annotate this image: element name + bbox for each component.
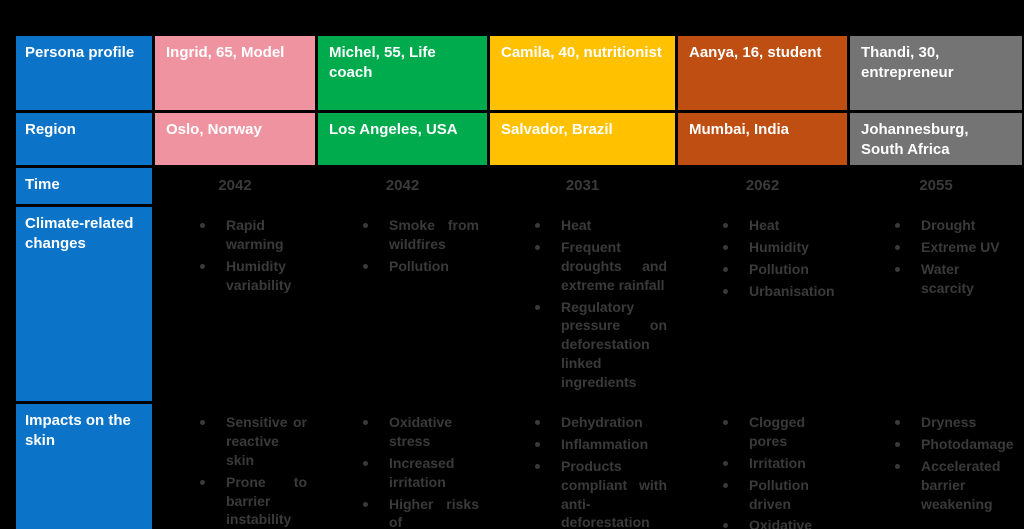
bullet-item: Rapid warming xyxy=(197,216,307,254)
time-cell-thandi: 2055 xyxy=(847,165,1024,207)
row-label-climate-changes: Climate-related changes xyxy=(13,204,155,404)
row-persona-profile: Persona profile Ingrid, 65, Model Michel… xyxy=(13,33,1024,113)
time-cell-ingrid: 2042 xyxy=(152,165,318,207)
climate-cell-michel: Smoke from wildfires Pollution xyxy=(315,204,490,404)
climate-list-thandi: Drought Extreme UV Water scarcity xyxy=(850,216,1022,298)
bullet-item: Clogged pores xyxy=(720,413,839,451)
bullet-item: Humidity xyxy=(720,238,839,257)
impacts-list-michel: Oxidative stress Increased irritation High… xyxy=(318,413,487,529)
climate-cell-aanya: Heat Humidity Pollution Urbanisation xyxy=(675,204,850,404)
bullet-item: Prone to barrier instability xyxy=(197,473,307,529)
bullet-item: Pollution xyxy=(720,260,839,279)
impacts-cell-michel: Oxidative stress Increased irritation High… xyxy=(315,401,490,529)
row-label-time: Time xyxy=(13,165,155,207)
bullet-item: Heat xyxy=(720,216,839,235)
time-cell-michel: 2042 xyxy=(315,165,490,207)
bullet-item: Dryness xyxy=(892,413,1014,432)
impacts-list-camila: Dehydration Inflammation Products complian… xyxy=(490,413,675,529)
impacts-list-aanya: Clogged pores Irritation Pollution driven O… xyxy=(678,413,847,529)
region-cell-salvador: Salvador, Brazil xyxy=(487,110,678,168)
bullet-item: Heat xyxy=(532,216,667,235)
climate-list-camila: Heat Frequent droughts and extreme rainfa… xyxy=(490,216,675,392)
bullet-item: Pollution driven xyxy=(720,476,839,514)
persona-cell-aanya: Aanya, 16, student xyxy=(675,33,850,113)
impacts-cell-thandi: Dryness Photodamage Accelerated barrier we… xyxy=(847,401,1024,529)
impacts-cell-camila: Dehydration Inflammation Products complian… xyxy=(487,401,678,529)
climate-list-michel: Smoke from wildfires Pollution xyxy=(318,216,487,276)
climate-cell-camila: Heat Frequent droughts and extreme rainfa… xyxy=(487,204,678,404)
region-cell-los-angeles: Los Angeles, USA xyxy=(315,110,490,168)
region-cell-oslo: Oslo, Norway xyxy=(152,110,318,168)
persona-cell-thandi: Thandi, 30, entrepreneur xyxy=(847,33,1024,113)
row-skin-impacts: Impacts on the skin Sensitive or reactiv… xyxy=(13,401,1024,529)
bullet-item: Smoke from wildfires xyxy=(360,216,479,254)
row-label-skin-impacts: Impacts on the skin xyxy=(13,401,155,529)
bullet-item: Dehydration xyxy=(532,413,667,432)
bullet-item: Regulatory pressure on deforestation lin… xyxy=(532,298,667,392)
impacts-cell-aanya: Clogged pores Irritation Pollution driven O… xyxy=(675,401,850,529)
persona-cell-camila: Camila, 40, nutritionist xyxy=(487,33,678,113)
bullet-item: Products compliant with anti-deforestati… xyxy=(532,457,667,529)
impacts-cell-ingrid: Sensitive or reactive skin Prone to barri… xyxy=(152,401,318,529)
impacts-list-thandi: Dryness Photodamage Accelerated barrier we… xyxy=(850,413,1022,513)
bullet-item: Sensitive or reactive skin xyxy=(197,413,307,470)
bullet-item: Irritation xyxy=(720,454,839,473)
bullet-item: Photodamage xyxy=(892,435,1014,454)
impacts-list-ingrid: Sensitive or reactive skin Prone to barri… xyxy=(155,413,315,529)
bullet-item: Urbanisation xyxy=(720,282,839,301)
row-climate-changes: Climate-related changes Rapid warming Hum… xyxy=(13,204,1024,404)
region-cell-johannesburg: Johannesburg, South Africa xyxy=(847,110,1024,168)
persona-cell-ingrid: Ingrid, 65, Model xyxy=(152,33,318,113)
row-region: Region Oslo, Norway Los Angeles, USA Sal… xyxy=(13,110,1024,168)
bullet-item: Oxidative stress xyxy=(360,413,479,451)
time-cell-camila: 2031 xyxy=(487,165,678,207)
bullet-item: Extreme UV xyxy=(892,238,1014,257)
time-cell-aanya: 2062 xyxy=(675,165,850,207)
bullet-item: Oxidative stress xyxy=(720,516,839,529)
climate-list-aanya: Heat Humidity Pollution Urbanisation xyxy=(678,216,847,301)
bullet-item: Higher risks of inflammatory flareups xyxy=(360,495,479,529)
bullet-item: Increased irritation xyxy=(360,454,479,492)
bullet-item: Pollution xyxy=(360,257,479,276)
region-cell-mumbai: Mumbai, India xyxy=(675,110,850,168)
climate-list-ingrid: Rapid warming Humidity variability xyxy=(155,216,315,295)
bullet-item: Humidity variability xyxy=(197,257,307,295)
row-time: Time 2042 2042 2031 2062 2055 xyxy=(13,165,1024,207)
bullet-item: Water scarcity xyxy=(892,260,1014,298)
bullet-item: Drought xyxy=(892,216,1014,235)
bullet-item: Inflammation xyxy=(532,435,667,454)
persona-comparison-table: Persona profile Ingrid, 65, Model Michel… xyxy=(13,33,1024,529)
row-label-region: Region xyxy=(13,110,155,168)
bullet-item: Frequent droughts and extreme rainfall xyxy=(532,238,667,295)
climate-cell-thandi: Drought Extreme UV Water scarcity xyxy=(847,204,1024,404)
persona-cell-michel: Michel, 55, Life coach xyxy=(315,33,490,113)
climate-cell-ingrid: Rapid warming Humidity variability xyxy=(152,204,318,404)
row-label-persona-profile: Persona profile xyxy=(13,33,155,113)
bullet-item: Accelerated barrier weakening xyxy=(892,457,1014,514)
